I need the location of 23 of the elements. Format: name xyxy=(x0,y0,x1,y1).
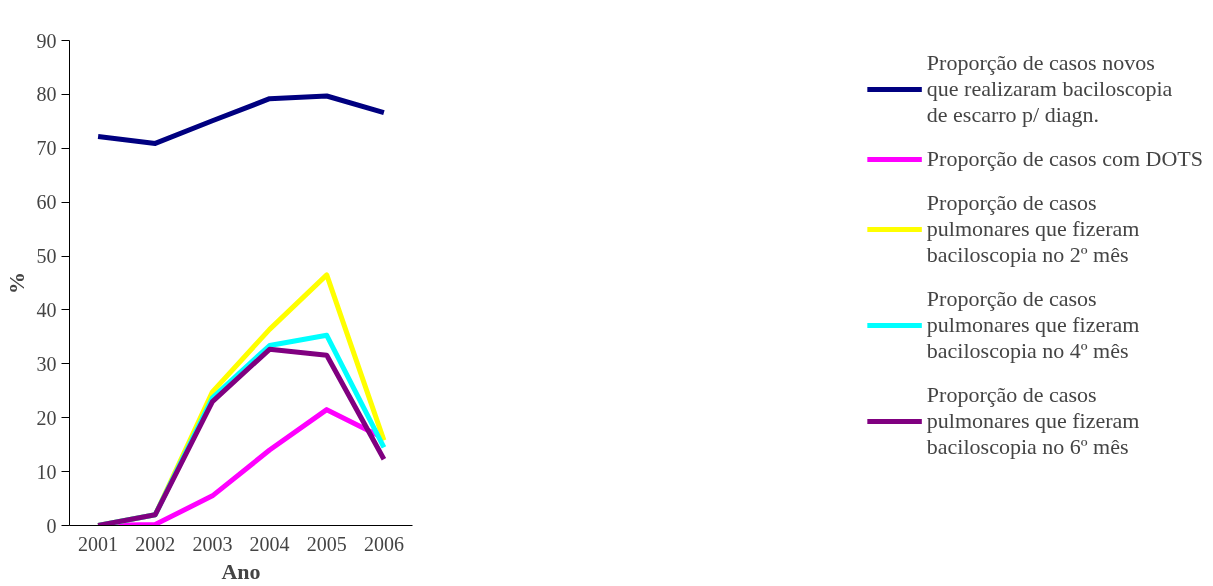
x-tick-label: 2006 xyxy=(363,532,404,555)
y-tick-label: 30 xyxy=(36,352,57,375)
y-tick-label: 70 xyxy=(36,137,57,160)
y-tick-label: 40 xyxy=(36,298,57,321)
y-axis-title: % xyxy=(3,272,29,294)
x-tick-label: 2005 xyxy=(306,532,347,555)
y-tick-label: 80 xyxy=(36,83,57,106)
x-tick-label: 2003 xyxy=(192,532,233,555)
y-tick-label: 60 xyxy=(36,191,57,214)
x-axis-title: Ano xyxy=(221,558,261,584)
legend-label: Proporção de casos com DOTS xyxy=(926,146,1203,172)
y-tick-label: 20 xyxy=(36,406,57,429)
x-tick-label: 2002 xyxy=(135,532,176,555)
legend-label: Proporção de casos pulmonares que fizeram baciloscopia no 2º mês xyxy=(926,190,1140,268)
legend-label: Proporção de casos pulmonares que fizeram baciloscopia no 6º mês xyxy=(926,382,1140,460)
x-tick-label: 2001 xyxy=(78,532,119,555)
x-tick-label: 2004 xyxy=(249,532,290,555)
y-tick-label: 0 xyxy=(46,514,57,537)
y-tick-label: 50 xyxy=(36,245,57,268)
y-tick-label: 90 xyxy=(36,29,57,52)
y-tick-label: 10 xyxy=(36,460,57,483)
legend-label: Proporção de casos novos que realizaram baciloscopia de escarro p/ diagn. xyxy=(926,50,1173,128)
legend-label: Proporção de casos pulmonares que fizeram baciloscopia no 4º mês xyxy=(926,286,1140,364)
